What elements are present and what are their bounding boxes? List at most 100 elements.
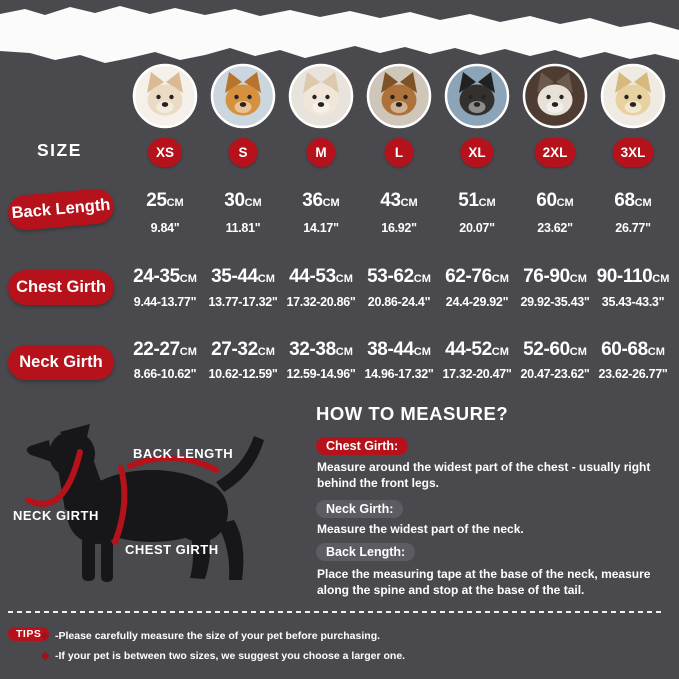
chest-girth-inches: 9.44-13.77" — [133, 295, 197, 309]
neck-girth-inches: 14.96-17.32" — [364, 367, 434, 381]
back-length-cm: 25CM — [146, 190, 184, 211]
size-badge: XL — [460, 138, 494, 167]
neck-girth-row-label: Neck Girth — [8, 345, 114, 380]
cm-unit: CM — [569, 346, 587, 358]
diagram-back-length-label: BACK LENGTH — [133, 446, 233, 461]
bullet-icon — [40, 631, 50, 641]
size-column: XS 25CM 9.84" 24-35CM 9.44-13.77" 22-27C… — [127, 0, 203, 679]
size-badge: L — [384, 138, 414, 167]
size-column: 2XL 60CM 23.62" 76-90CM 29.92-35.43" 52-… — [517, 0, 593, 679]
cm-unit: CM — [569, 273, 587, 285]
cm-unit: CM — [400, 197, 418, 209]
diagram-neck-girth-label: NECK GIRTH — [13, 508, 99, 523]
dog-photo — [210, 63, 276, 129]
neck-girth-line — [25, 449, 83, 507]
back-length-inches: 9.84" — [150, 221, 180, 235]
cm-unit: CM — [244, 197, 262, 209]
howto-back-length-text: Place the measuring tape at the base of … — [317, 567, 651, 598]
chest-girth-cm: 53-62CM — [367, 266, 431, 287]
bullet-icon — [40, 651, 50, 661]
size-column: XL 51CM 20.07" 62-76CM 24.4-29.92" 44-52… — [439, 0, 515, 679]
torn-paper-edge — [0, 6, 679, 63]
diagram-chest-girth-label: CHEST GIRTH — [125, 542, 219, 557]
size-column: S 30CM 11.81" 35-44CM 13.77-17.32" 27-32… — [205, 0, 281, 679]
neck-girth-inches: 20.47-23.62" — [520, 367, 590, 381]
size-badge: 3XL — [612, 138, 654, 167]
howto-neck-girth-label: Neck Girth: — [316, 500, 404, 518]
back-length-line — [127, 455, 219, 473]
dog-face-icon — [210, 63, 276, 129]
neck-girth-cm: 22-27CM — [133, 339, 197, 360]
chest-girth-inches: 35.43-43.3" — [601, 295, 665, 309]
neck-girth-inches: 10.62-12.59" — [208, 367, 278, 381]
size-column: M 36CM 14.17" 44-53CM 17.32-20.86" 32-38… — [283, 0, 359, 679]
dog-photo — [288, 63, 354, 129]
dog-photo — [132, 63, 198, 129]
neck-girth-inches: 8.66-10.62" — [133, 367, 197, 381]
size-badge: XS — [147, 138, 183, 167]
neck-girth-inches: 12.59-14.96" — [286, 367, 356, 381]
cm-unit: CM — [322, 197, 340, 209]
back-length-inches: 14.17" — [303, 221, 339, 235]
chest-girth-inches: 24.4-29.92" — [445, 295, 509, 309]
dog-photo — [522, 63, 588, 129]
cm-unit: CM — [179, 273, 197, 285]
cm-unit: CM — [647, 346, 665, 358]
back-length-inches: 20.07" — [459, 221, 495, 235]
size-header-label: SIZE — [37, 140, 82, 160]
chest-girth-cm: 62-76CM — [445, 266, 509, 287]
cm-unit: CM — [179, 346, 197, 358]
tips-label: TIPS — [8, 627, 50, 641]
howto-chest-girth-text: Measure around the widest part of the ch… — [317, 460, 651, 491]
howto-back-length-label: Back Length: — [316, 543, 416, 561]
cm-unit: CM — [335, 273, 353, 285]
cm-unit: CM — [634, 197, 652, 209]
dog-face-icon — [600, 63, 666, 129]
size-column: 3XL 68CM 26.77" 90-110CM 35.43-43.3" 60-… — [595, 0, 671, 679]
cm-unit: CM — [257, 346, 275, 358]
cm-unit: CM — [413, 273, 431, 285]
back-length-inches: 23.62" — [537, 221, 573, 235]
size-badge: M — [306, 138, 336, 167]
size-badge: 2XL — [534, 138, 576, 167]
back-length-cm: 60CM — [536, 190, 574, 211]
dog-photo — [600, 63, 666, 129]
chest-girth-inches: 29.92-35.43" — [520, 295, 590, 309]
dog-silhouette — [26, 424, 264, 582]
back-length-cm: 51CM — [458, 190, 496, 211]
neck-girth-cm: 60-68CM — [601, 339, 665, 360]
dog-face-icon — [444, 63, 510, 129]
tip-text: -Please carefully measure the size of yo… — [55, 630, 381, 642]
chest-girth-inches: 20.86-24.4" — [367, 295, 431, 309]
back-length-cm: 36CM — [302, 190, 340, 211]
chest-girth-cm: 44-53CM — [289, 266, 353, 287]
dog-photo — [444, 63, 510, 129]
measurement-lines — [25, 449, 219, 545]
neck-girth-inches: 17.32-20.47" — [442, 367, 512, 381]
cm-unit: CM — [652, 273, 670, 285]
chest-girth-cm: 35-44CM — [211, 266, 275, 287]
cm-unit: CM — [257, 273, 275, 285]
chest-girth-inches: 13.77-17.32" — [208, 295, 278, 309]
dog-face-icon — [288, 63, 354, 129]
neck-girth-cm: 44-52CM — [445, 339, 509, 360]
cm-unit: CM — [491, 346, 509, 358]
tip-item: -If your pet is between two sizes, we su… — [40, 650, 405, 662]
cm-unit: CM — [335, 346, 353, 358]
cm-unit: CM — [478, 197, 496, 209]
cm-unit: CM — [413, 346, 431, 358]
dog-face-icon — [522, 63, 588, 129]
back-length-inches: 11.81" — [225, 221, 261, 235]
chest-girth-row-label: Chest Girth — [8, 270, 114, 305]
cm-unit: CM — [556, 197, 574, 209]
back-length-cm: 30CM — [224, 190, 262, 211]
back-length-cm: 68CM — [614, 190, 652, 211]
chest-girth-inches: 17.32-20.86" — [286, 295, 356, 309]
dog-photo — [366, 63, 432, 129]
neck-girth-cm: 52-60CM — [523, 339, 587, 360]
chest-girth-line — [112, 465, 128, 545]
neck-girth-cm: 38-44CM — [367, 339, 431, 360]
neck-girth-cm: 32-38CM — [289, 339, 353, 360]
back-length-inches: 26.77" — [615, 221, 651, 235]
cm-unit: CM — [166, 197, 184, 209]
